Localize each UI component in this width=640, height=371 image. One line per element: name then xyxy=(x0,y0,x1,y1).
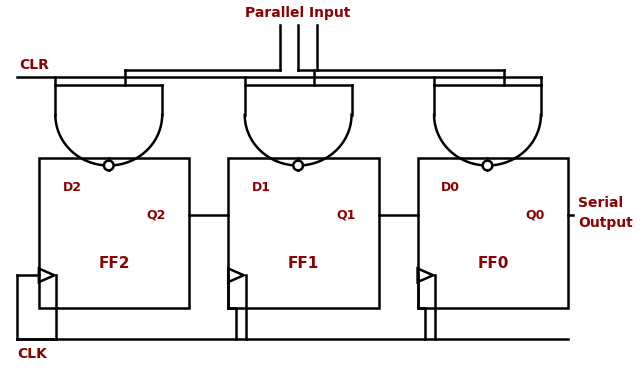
Text: D2: D2 xyxy=(63,181,81,194)
Circle shape xyxy=(293,161,303,170)
Bar xyxy=(39,158,189,308)
Text: Output: Output xyxy=(578,216,632,230)
Text: Q2: Q2 xyxy=(147,209,166,221)
Text: CLK: CLK xyxy=(17,347,47,361)
Circle shape xyxy=(104,161,114,170)
Bar xyxy=(417,158,568,308)
Text: FF2: FF2 xyxy=(99,256,130,271)
Bar xyxy=(228,158,379,308)
Text: D0: D0 xyxy=(441,181,460,194)
Text: FF0: FF0 xyxy=(477,256,509,271)
Text: FF1: FF1 xyxy=(288,256,319,271)
Text: CLR: CLR xyxy=(19,58,49,72)
Text: Parallel Input: Parallel Input xyxy=(245,6,351,20)
Text: D1: D1 xyxy=(252,181,271,194)
Text: Q1: Q1 xyxy=(336,209,355,221)
Text: Serial: Serial xyxy=(578,196,623,210)
Text: Q0: Q0 xyxy=(525,209,545,221)
Circle shape xyxy=(483,161,492,170)
